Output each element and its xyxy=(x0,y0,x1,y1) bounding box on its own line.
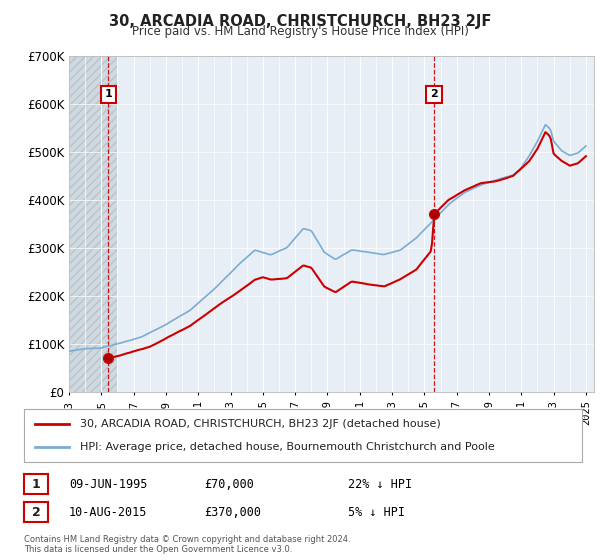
Text: 22% ↓ HPI: 22% ↓ HPI xyxy=(348,478,412,491)
Text: 1: 1 xyxy=(104,90,112,100)
Text: 10-AUG-2015: 10-AUG-2015 xyxy=(69,506,148,519)
Text: 2: 2 xyxy=(32,506,40,519)
Text: Price paid vs. HM Land Registry's House Price Index (HPI): Price paid vs. HM Land Registry's House … xyxy=(131,25,469,38)
Text: Contains HM Land Registry data © Crown copyright and database right 2024.
This d: Contains HM Land Registry data © Crown c… xyxy=(24,535,350,554)
Bar xyxy=(69,56,118,392)
Text: £70,000: £70,000 xyxy=(204,478,254,491)
Text: HPI: Average price, detached house, Bournemouth Christchurch and Poole: HPI: Average price, detached house, Bour… xyxy=(80,442,494,452)
Text: £370,000: £370,000 xyxy=(204,506,261,519)
Text: 30, ARCADIA ROAD, CHRISTCHURCH, BH23 2JF (detached house): 30, ARCADIA ROAD, CHRISTCHURCH, BH23 2JF… xyxy=(80,419,440,429)
Text: 5% ↓ HPI: 5% ↓ HPI xyxy=(348,506,405,519)
Text: 1: 1 xyxy=(32,478,40,491)
Text: 2: 2 xyxy=(430,90,438,100)
Text: 30, ARCADIA ROAD, CHRISTCHURCH, BH23 2JF: 30, ARCADIA ROAD, CHRISTCHURCH, BH23 2JF xyxy=(109,14,491,29)
Text: 09-JUN-1995: 09-JUN-1995 xyxy=(69,478,148,491)
